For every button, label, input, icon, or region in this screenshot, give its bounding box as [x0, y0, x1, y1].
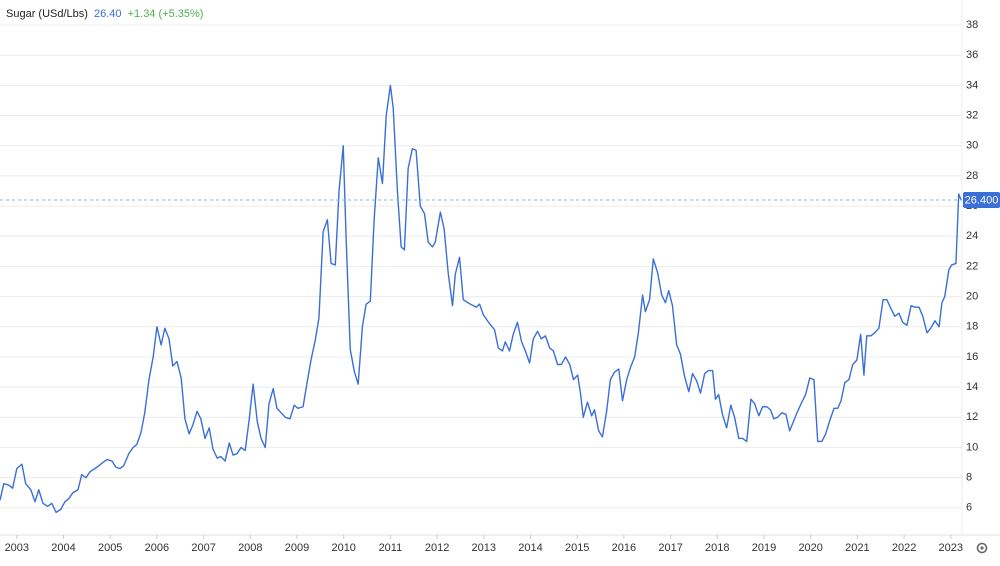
x-tick-label: 2003 — [5, 542, 29, 554]
x-tick-label: 2011 — [379, 542, 403, 554]
y-tick-label: 10 — [966, 441, 978, 453]
x-tick-label: 2019 — [752, 542, 776, 554]
symbol: Sugar (USd/Lbs) — [6, 8, 88, 20]
x-tick-label: 2022 — [892, 542, 916, 554]
y-tick-label: 30 — [966, 140, 978, 152]
y-tick-label: 32 — [966, 109, 978, 121]
x-tick-label: 2008 — [238, 542, 262, 554]
y-tick-label: 6 — [966, 502, 972, 514]
x-tick-label: 2006 — [145, 542, 169, 554]
last-price-box — [963, 192, 1000, 209]
x-tick-label: 2020 — [798, 542, 822, 554]
x-tick-label: 2004 — [51, 542, 75, 554]
y-tick-label: 36 — [966, 49, 978, 61]
change: +1.34 (+5.35%) — [128, 8, 204, 20]
y-tick-label: 28 — [966, 170, 978, 182]
y-tick-label: 12 — [966, 411, 978, 423]
x-tick-label: 2014 — [518, 542, 542, 554]
x-tick-label: 2021 — [845, 542, 869, 554]
y-tick-label: 16 — [966, 351, 978, 363]
gear[interactable] — [976, 542, 988, 554]
y-tick-label: 14 — [966, 381, 978, 393]
y-tick-label: 8 — [966, 472, 972, 484]
settings-icon[interactable] — [976, 542, 988, 554]
x-tick-label: 2012 — [425, 542, 449, 554]
x-tick-label: 2009 — [285, 542, 309, 554]
x-tick-label: 2016 — [612, 542, 636, 554]
y-tick-label: 24 — [966, 230, 978, 242]
y-tick-label: 38 — [966, 19, 978, 31]
x-tick-label: 2005 — [98, 542, 122, 554]
y-tick-label: 34 — [966, 79, 978, 91]
gear-center[interactable] — [980, 546, 984, 550]
x-tick-label: 2015 — [565, 542, 589, 554]
x-tick-label: 2010 — [331, 542, 355, 554]
x-tick-label: 2017 — [658, 542, 682, 554]
y-tick-label: 18 — [966, 321, 978, 333]
chart-header: Sugar (USd/Lbs) 26.40 +1.34 (+5.35%) — [6, 8, 203, 20]
price-line-series — [0, 84, 962, 514]
price: 26.40 — [94, 8, 122, 20]
x-tick-label: 2023 — [939, 542, 963, 554]
y-tick-label: 20 — [966, 291, 978, 303]
y-tick-label: 22 — [966, 260, 978, 272]
x-tick-label: 2018 — [705, 542, 729, 554]
x-tick-label: 2013 — [472, 542, 496, 554]
x-tick-label: 2007 — [191, 542, 215, 554]
last-price-label: 26.400 — [965, 194, 999, 206]
